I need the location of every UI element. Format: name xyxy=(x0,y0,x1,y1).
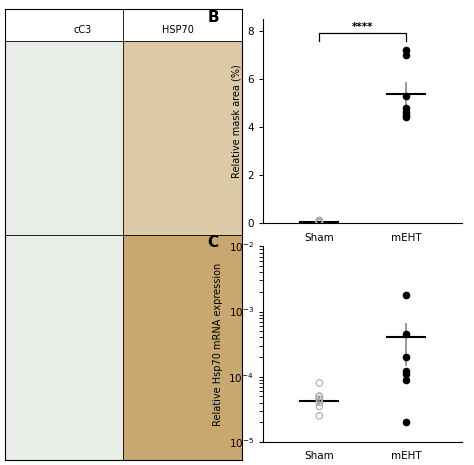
Point xyxy=(316,412,323,419)
Text: B: B xyxy=(207,10,219,26)
Point xyxy=(402,376,410,383)
Point xyxy=(402,370,410,378)
Point xyxy=(402,368,410,375)
Point xyxy=(316,217,323,224)
Point xyxy=(402,291,410,299)
Point xyxy=(316,399,323,406)
Point xyxy=(316,403,323,410)
Text: HSP70: HSP70 xyxy=(162,25,194,35)
Point xyxy=(402,46,410,53)
Point xyxy=(316,219,323,226)
Point xyxy=(402,353,410,361)
Point xyxy=(402,111,410,119)
Point xyxy=(402,113,410,121)
Bar xyxy=(123,41,242,235)
Point xyxy=(402,331,410,338)
Text: ****: **** xyxy=(352,22,374,32)
Text: cC3: cC3 xyxy=(74,25,92,35)
Bar xyxy=(5,235,123,460)
Point xyxy=(402,51,410,59)
Point xyxy=(402,418,410,426)
Point xyxy=(316,219,323,226)
Bar xyxy=(123,235,242,460)
Point xyxy=(316,396,323,403)
Point xyxy=(316,392,323,400)
Text: C: C xyxy=(207,235,219,250)
Y-axis label: Relative Hsp70 mRNA expression: Relative Hsp70 mRNA expression xyxy=(213,262,223,426)
Point xyxy=(316,379,323,387)
Bar xyxy=(5,41,123,235)
Point xyxy=(402,109,410,116)
Point xyxy=(316,219,323,226)
Point xyxy=(316,392,323,400)
Point xyxy=(402,104,410,112)
Point xyxy=(316,218,323,226)
Point xyxy=(316,219,323,226)
Point xyxy=(316,396,323,403)
Y-axis label: Relative mask area (%): Relative mask area (%) xyxy=(232,64,242,178)
Point xyxy=(316,218,323,225)
Point xyxy=(316,219,323,226)
Point xyxy=(402,92,410,100)
